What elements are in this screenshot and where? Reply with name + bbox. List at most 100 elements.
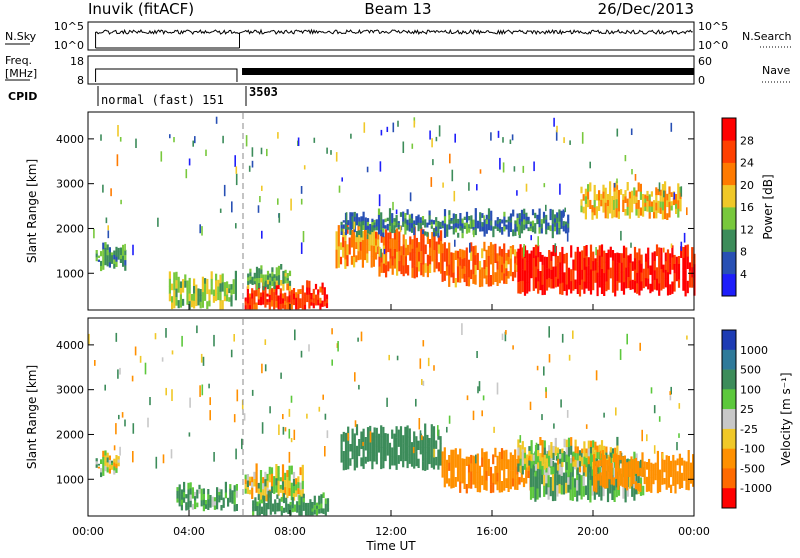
heatmap-cell <box>382 236 385 246</box>
heatmap-cell <box>602 205 605 213</box>
heatmap-cell <box>315 502 319 506</box>
heatmap-scatter-cell <box>124 419 126 427</box>
heatmap-scatter-cell <box>115 332 118 342</box>
heatmap-cell <box>539 271 542 281</box>
heatmap-cell <box>611 260 615 272</box>
heatmap-cell <box>517 282 520 294</box>
heatmap-cell <box>519 444 522 453</box>
heatmap-cell <box>430 445 433 457</box>
heatmap-cell <box>673 282 676 292</box>
heatmap-scatter-cell <box>300 198 303 205</box>
heatmap-cell <box>622 194 625 201</box>
heatmap-cell <box>282 283 285 291</box>
heatmap-cell <box>115 251 118 257</box>
heatmap-cell <box>228 284 231 289</box>
heatmap-cell <box>561 282 564 295</box>
heatmap-cell <box>528 272 531 283</box>
heatmap-scatter-cell <box>347 433 349 441</box>
heatmap-cell <box>553 218 557 223</box>
heatmap-cell <box>521 465 524 475</box>
heatmap-scatter-cell <box>300 186 303 194</box>
colorbar-swatch <box>722 184 736 208</box>
heatmap-cell <box>257 494 260 500</box>
heatmap-scatter-cell <box>251 147 254 157</box>
heatmap-cell <box>223 282 226 288</box>
heatmap-cell <box>538 214 541 222</box>
heatmap-cell <box>252 507 255 512</box>
heatmap-cell <box>636 262 639 274</box>
heatmap-scatter-cell <box>631 169 633 175</box>
heatmap-cell <box>284 296 287 302</box>
heatmap-cell <box>264 280 267 285</box>
heatmap-cell <box>574 279 577 290</box>
heatmap-cell <box>119 247 122 252</box>
heatmap-cell <box>448 210 451 216</box>
heatmap-scatter-cell <box>235 166 238 174</box>
heatmap-cell <box>581 461 584 467</box>
heatmap-cell <box>273 292 276 298</box>
heatmap-cell <box>411 267 414 278</box>
heatmap-cell <box>626 206 629 216</box>
heatmap-cell <box>503 253 506 264</box>
heatmap-cell <box>362 211 365 217</box>
heatmap-cell <box>581 260 584 271</box>
heatmap-cell <box>461 474 464 484</box>
heatmap-cell <box>196 493 199 499</box>
heatmap-cell <box>273 281 276 286</box>
heatmap-cell <box>615 199 618 209</box>
heatmap-cell <box>678 453 681 463</box>
freq-tick-bottom: 8 <box>77 74 84 87</box>
heatmap-cell <box>231 490 234 495</box>
heatmap-cell <box>658 283 661 296</box>
heatmap-scatter-cell <box>149 397 151 406</box>
heatmap-cell <box>398 261 401 272</box>
freq-label-1: Freq. <box>5 54 32 67</box>
heatmap-cell <box>355 445 359 457</box>
heatmap-cell <box>291 504 294 509</box>
heatmap-cell <box>380 212 383 219</box>
heatmap-scatter-cell <box>357 337 359 342</box>
heatmap-cell <box>446 224 449 229</box>
heatmap-cell <box>541 274 544 286</box>
heatmap-cell <box>317 289 320 295</box>
heatmap-cell <box>350 230 353 239</box>
heatmap-cell <box>387 242 390 253</box>
heatmap-cell <box>663 478 666 485</box>
heatmap-scatter-cell <box>173 137 175 143</box>
heatmap-cell <box>370 256 373 268</box>
heatmap-cell <box>108 262 111 268</box>
heatmap-cell <box>417 226 420 232</box>
heatmap-scatter-cell <box>502 162 505 173</box>
heatmap-cell <box>576 469 579 481</box>
heatmap-cell <box>342 220 345 223</box>
heatmap-cell <box>435 221 438 227</box>
heatmap-scatter-cell <box>261 230 263 239</box>
heatmap-cell <box>448 253 451 265</box>
heatmap-cell <box>335 249 338 260</box>
heatmap-cell <box>465 484 468 494</box>
heatmap-cell <box>391 223 394 229</box>
heatmap-scatter-cell <box>496 382 499 395</box>
heatmap-cell <box>550 251 553 262</box>
heatmap-cell <box>229 497 232 503</box>
heatmap-cell <box>309 499 312 504</box>
heatmap-cell <box>398 251 401 262</box>
heatmap-cell <box>595 484 598 493</box>
heatmap-scatter-cell <box>683 232 686 243</box>
heatmap-cell <box>563 281 566 291</box>
heatmap-cell <box>654 468 657 475</box>
heatmap-scatter-cell <box>162 454 165 464</box>
heatmap-cell <box>290 304 293 310</box>
heatmap-cell <box>368 241 371 252</box>
heatmap-cell <box>576 453 579 461</box>
heatmap-cell <box>604 471 607 481</box>
heatmap-cell <box>255 485 258 493</box>
heatmap-cell <box>532 486 535 499</box>
heatmap-cell <box>326 498 330 502</box>
heatmap-cell <box>554 266 557 278</box>
heatmap-cell <box>388 460 392 470</box>
heatmap-cell <box>391 256 394 266</box>
heatmap-cell <box>419 447 422 455</box>
heatmap-cell <box>262 483 265 490</box>
heatmap-cell <box>275 282 278 289</box>
